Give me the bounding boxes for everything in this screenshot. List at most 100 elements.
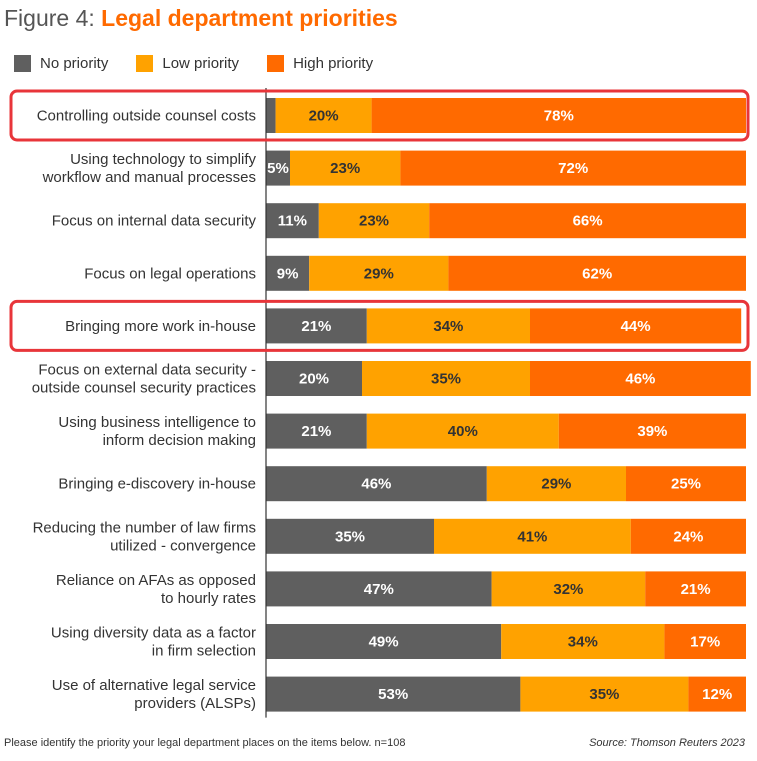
- data-label-high-priority: 24%: [673, 528, 703, 545]
- bar-segment-high-priority: [664, 624, 746, 659]
- bar-segment-high-priority: [400, 150, 746, 186]
- category-label: Focus on legal operations: [84, 265, 256, 282]
- category-label-line: providers (ALSPs): [134, 695, 256, 712]
- data-label-no-priority: 53%: [378, 686, 408, 703]
- data-label-high-priority: 12%: [702, 686, 732, 703]
- data-label-low-priority: 29%: [364, 265, 394, 282]
- data-label-low-priority: 34%: [433, 318, 463, 335]
- data-label-low-priority: 29%: [541, 476, 571, 493]
- data-label-high-priority: 21%: [681, 581, 711, 598]
- data-label-low-priority: 41%: [517, 528, 547, 545]
- bar-segment-low-priority: [501, 624, 665, 659]
- bar-segment-no-priority: [266, 571, 492, 607]
- data-label-no-priority: 47%: [364, 581, 394, 598]
- category-label-line: Using business intelligence to: [58, 414, 256, 431]
- data-label-low-priority: 23%: [330, 160, 360, 177]
- figure-number: Figure 4:: [4, 5, 102, 31]
- bar-segment-high-priority: [448, 255, 746, 291]
- bar-segment-low-priority: [491, 571, 646, 607]
- bar-segment-high-priority: [429, 203, 746, 239]
- category-label: Focus on external data security -outside…: [32, 362, 256, 397]
- bar-segment-no-priority: [266, 676, 521, 712]
- bar-segment-high-priority: [530, 361, 751, 396]
- category-label: Use of alternative legal service provider…: [52, 677, 256, 712]
- bar-segment-no-priority: [266, 624, 502, 659]
- bar-segment-no-priority: [266, 308, 367, 344]
- data-label-low-priority: 23%: [359, 213, 389, 230]
- legend-swatch-no-priority: [14, 54, 31, 72]
- legend-item-high-priority: High priority: [267, 54, 374, 72]
- bar-segment-high-priority: [688, 676, 746, 712]
- data-label-low-priority: 35%: [589, 686, 619, 703]
- legend-label-low-priority: Low priority: [162, 54, 240, 72]
- category-label: Using technology to simplify workflow and…: [42, 151, 257, 186]
- category-label: Bringing more work in-house: [65, 318, 256, 335]
- bar-segment-low-priority: [486, 466, 626, 502]
- category-label-line: inform decision making: [103, 432, 256, 449]
- bar-segment-low-priority: [362, 361, 530, 396]
- data-label-no-priority: 35%: [335, 528, 365, 545]
- legend-label-high-priority: High priority: [293, 54, 374, 72]
- data-label-no-priority: 5%: [267, 160, 289, 177]
- survey-question-note: Please identify the priority your legal …: [4, 737, 406, 749]
- bar-segment-high-priority: [558, 413, 746, 449]
- bar-segment-low-priority: [434, 518, 631, 554]
- bar-segment-high-priority: [371, 98, 746, 133]
- category-label-line: Using technology to simplify: [70, 151, 256, 168]
- legend-swatch-low-priority: [136, 54, 154, 72]
- data-label-no-priority: 21%: [301, 423, 331, 440]
- legend-item-no-priority: No priority: [14, 54, 108, 72]
- data-label-no-priority: 49%: [369, 634, 399, 651]
- category-label-line: utilized - convergence: [110, 537, 256, 554]
- data-label-high-priority: 39%: [637, 423, 667, 440]
- data-label-low-priority: 40%: [448, 423, 478, 440]
- category-label-line: Reliance on AFAs as opposed: [56, 572, 256, 589]
- category-label: Focus on internal data security: [52, 213, 257, 230]
- bar-segment-low-priority: [275, 98, 372, 133]
- category-label-line: Focus on external data security -: [38, 362, 256, 379]
- data-label-low-priority: 35%: [431, 371, 461, 388]
- bar-segment-high-priority: [645, 571, 746, 607]
- data-label-high-priority: 78%: [544, 108, 574, 125]
- data-label-no-priority: 20%: [299, 371, 329, 388]
- category-label: Using diversity data as a factor in firm …: [51, 625, 256, 660]
- bar-segment-low-priority: [290, 150, 401, 186]
- category-label: Controlling outside counsel costs: [37, 108, 256, 125]
- category-label-line: in firm selection: [152, 643, 256, 660]
- row-highlight-box: [9, 299, 750, 352]
- data-label-high-priority: 44%: [621, 318, 651, 335]
- bar-segment-no-priority: [266, 98, 276, 133]
- category-label-line: workflow and manual processes: [42, 169, 256, 186]
- data-label-low-priority: 32%: [553, 581, 583, 598]
- category-label: Reducing the number of law firms utilized…: [33, 519, 256, 554]
- data-label-low-priority: 34%: [568, 634, 598, 651]
- data-label-high-priority: 72%: [558, 160, 588, 177]
- category-label-line: Using diversity data as a factor: [51, 625, 256, 642]
- category-label: Using business intelligence to inform dec…: [58, 414, 256, 449]
- data-label-high-priority: 62%: [582, 265, 612, 282]
- figure-heading: Legal department priorities: [101, 5, 398, 31]
- row-highlight-box: [9, 89, 750, 142]
- chart-legend: No priority Low priority High priority: [14, 53, 401, 73]
- category-label: Bringing e-discovery in-house: [58, 476, 256, 493]
- category-label-line: to hourly rates: [161, 590, 256, 607]
- bar-segment-low-priority: [366, 413, 559, 449]
- bar-segment-no-priority: [266, 466, 487, 502]
- category-label-line: Reducing the number of law firms: [33, 519, 256, 536]
- bar-segment-no-priority: [266, 255, 310, 291]
- legend-swatch-high-priority: [267, 54, 285, 72]
- category-label: Reliance on AFAs as opposed to hourly rat…: [56, 572, 256, 607]
- bar-segment-low-priority: [520, 676, 689, 712]
- data-label-no-priority: 9%: [277, 265, 299, 282]
- bar-segment-no-priority: [266, 518, 434, 554]
- data-label-low-priority: 20%: [309, 108, 339, 125]
- bar-segment-high-priority: [630, 518, 746, 554]
- data-label-high-priority: 66%: [573, 213, 603, 230]
- bar-segment-low-priority: [309, 255, 449, 291]
- category-label-line: Use of alternative legal service: [52, 677, 256, 694]
- data-label-high-priority: 46%: [625, 371, 655, 388]
- bar-segment-no-priority: [266, 150, 290, 186]
- category-label-line: outside counsel security practices: [32, 380, 256, 397]
- data-label-no-priority: 21%: [301, 318, 331, 335]
